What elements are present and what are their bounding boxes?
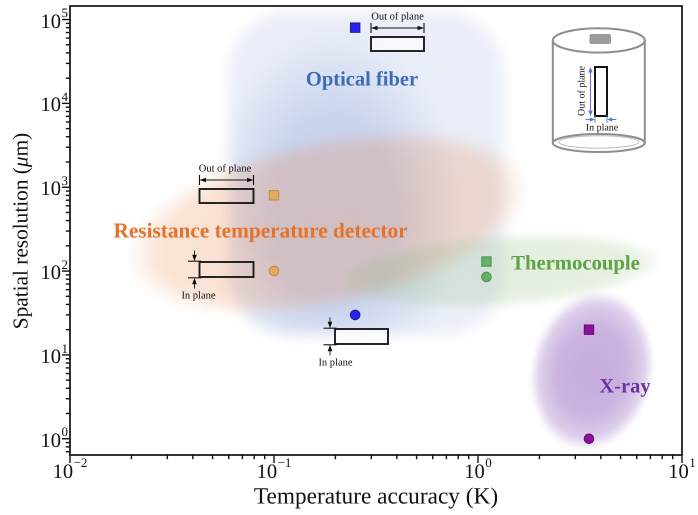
rtd-in-plane-rect [198,261,255,278]
y-tick-base: 10 [40,178,62,201]
rtd-out-of-plane-right-arrowhead [247,177,254,183]
y-tick-label: 102 [40,256,69,285]
y-tick-exponent: 0 [61,424,69,440]
y-tick-exponent: 1 [61,340,69,356]
mid-in-plane [323,317,389,356]
y-tick-exponent: 2 [61,256,69,272]
axes [62,5,683,463]
y-tick-exponent: 5 [61,5,69,21]
in-plane-annotation-label: In plane [181,290,216,302]
dimension-annotations [188,23,425,356]
x-tick-base: 10 [668,460,689,483]
in-plane-annotation-label: In plane [318,357,353,369]
x-tick-base: 10 [52,460,74,483]
optical-out-of-plane-right-arrowhead [417,25,424,31]
x-axis-title: Temperature accuracy (K) [253,483,499,510]
data-markers [268,22,595,445]
inset-in-plane-label: In plane [585,122,619,134]
x-tick-label: 10−2 [52,455,88,484]
x-tick-exponent: −1 [277,455,292,471]
mid-in-plane-rect [334,328,389,345]
mid-in-plane-top-arrowhead [327,321,333,329]
cylinder-cap [589,34,611,44]
sample-cylinder-inset [551,27,646,153]
y-tick-base: 10 [40,94,62,117]
inset-in-plane-arrows [585,115,617,123]
y-axis-title: Spatial resolution (μm) [8,132,33,330]
y-tick-base: 10 [40,261,62,284]
marker-circle-resistance-temperature-detector [268,265,280,277]
out-of-plane-annotation-label: Out of plane [198,163,252,175]
inset-out-of-plane-arrow [588,67,593,116]
marker-circle-thermocouple [481,271,492,283]
y-tick-label: 103 [40,172,69,201]
y-tick-base: 10 [40,10,62,33]
y-tick-label: 100 [40,424,69,453]
rtd-in-plane-bottom-arrowhead [192,277,197,285]
rtd-out-of-plane-rect [198,188,255,204]
optical-out-of-plane-rect [370,36,425,52]
marker-circle-x-ray [583,433,595,445]
region-blob-optical-fiber [229,11,504,334]
marker-square-resistance-temperature-detector [268,190,280,201]
marker-square-x-ray [583,324,595,335]
thermocouple-label: Thermocouple [511,252,640,275]
y-tick-exponent: 3 [61,172,69,188]
optical-fiber-label: Optical fiber [305,68,419,91]
y-tick-label: 101 [40,340,69,369]
out-of-plane-annotation-label: Out of plane [371,11,424,22]
inset-out-of-plane-label: Out of plane [576,66,587,116]
marker-square-optical-fiber [349,22,361,33]
rtd-out-of-plane [198,175,255,204]
mu-symbol: μ [8,156,33,168]
inset-sample-rect [594,66,608,117]
rtd-out-of-plane-left-arrowhead [199,177,206,183]
x-tick-label: 100 [464,455,492,484]
x-tick-label: 101 [668,455,696,484]
optical-out-of-plane [370,23,425,52]
rtd-in-plane-top-arrowhead [192,254,197,262]
x-tick-exponent: 1 [689,455,696,471]
x-tick-exponent: 0 [485,455,492,471]
y-tick-label: 104 [40,89,69,117]
rtd-label: Resistance temperature detector [113,218,408,243]
marker-square-thermocouple [481,256,492,267]
rtd-in-plane [188,250,255,289]
y-tick-label: 105 [40,5,69,34]
marker-circle-optical-fiber [349,309,361,321]
cylinder-bottom-ellipse [551,133,646,153]
x-tick-base: 10 [464,460,485,483]
cylinder-bottom-inner-ellipse [558,135,640,149]
x-tick-base: 10 [256,460,278,483]
y-tick-base: 10 [40,345,62,368]
xray-label: X-ray [599,375,651,397]
mid-in-plane-bottom-arrowhead [327,344,333,352]
optical-out-of-plane-left-arrowhead [371,25,378,31]
y-tick-exponent: 4 [61,89,69,105]
x-tick-label: 10−1 [256,455,292,484]
y-tick-base: 10 [40,429,62,452]
x-tick-exponent: −2 [73,455,88,471]
